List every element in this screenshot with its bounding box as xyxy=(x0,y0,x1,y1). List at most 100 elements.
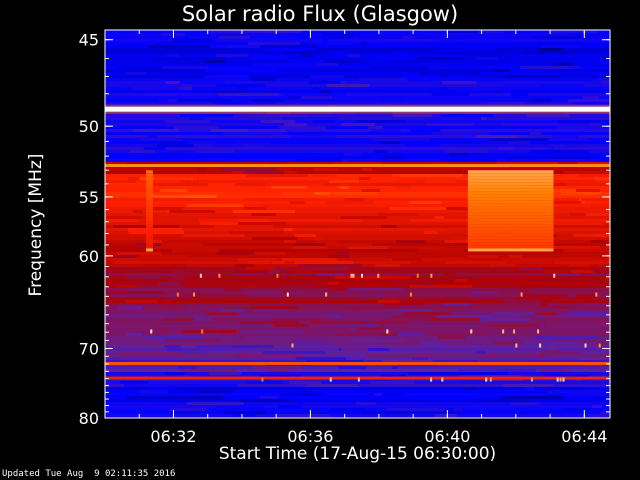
heatmap-row xyxy=(105,390,610,393)
heatmap-cell xyxy=(349,321,409,324)
heatmap-cell xyxy=(127,288,185,291)
heatmap-cell xyxy=(518,315,536,318)
heatmap-cell xyxy=(439,246,496,249)
heatmap-cell xyxy=(148,66,208,69)
heatmap-row xyxy=(105,405,610,408)
heatmap-cell xyxy=(169,210,215,213)
heatmap-cell xyxy=(164,396,224,399)
heatmap-cell xyxy=(471,303,534,306)
burst-cell xyxy=(467,218,554,222)
heatmap-cell xyxy=(497,255,510,258)
heatmap-cell xyxy=(146,207,184,210)
heatmap-cell xyxy=(272,51,285,54)
heatmap-cell xyxy=(247,42,301,45)
heatmap-cell xyxy=(297,264,362,267)
heatmap-cell xyxy=(224,411,267,414)
heatmap-cell xyxy=(412,357,428,360)
heatmap-cell xyxy=(532,189,577,192)
burst-cell xyxy=(467,239,554,243)
burst-cell xyxy=(467,179,554,183)
heatmap-row xyxy=(105,372,610,375)
heatmap-cell xyxy=(271,261,285,264)
burst-cell xyxy=(467,242,554,246)
heatmap-cell xyxy=(448,153,469,156)
heatmap-cell xyxy=(153,57,212,60)
heatmap-cell xyxy=(187,141,217,144)
heatmap-cell xyxy=(313,120,335,123)
heatmap-area xyxy=(105,30,610,418)
heatmap-cell xyxy=(418,249,465,252)
heatmap-row xyxy=(105,36,610,39)
heatmap-cell xyxy=(601,405,610,408)
heatmap-cell xyxy=(166,279,190,282)
heatmap-cell xyxy=(250,78,271,81)
heatmap-cell xyxy=(201,45,241,48)
heatmap-cell xyxy=(605,354,610,357)
heatmap-cell xyxy=(382,276,411,279)
burst-cell xyxy=(467,221,554,225)
heatmap-cell xyxy=(605,63,610,66)
heatmap-cell xyxy=(258,375,302,378)
heatmap-row xyxy=(105,318,610,321)
heatmap-cell xyxy=(507,75,561,78)
heatmap-cell xyxy=(170,276,184,279)
heatmap-cell xyxy=(552,273,581,276)
heatmap-cell xyxy=(535,336,600,339)
heatmap-row xyxy=(105,381,610,384)
heatmap-cell xyxy=(312,87,319,90)
spike-mark xyxy=(562,377,565,382)
heatmap-cell xyxy=(231,222,287,225)
burst-cell xyxy=(467,212,554,216)
spike-mark xyxy=(556,377,559,382)
burst-cell xyxy=(146,239,153,243)
heatmap-row xyxy=(105,90,610,93)
heatmap-cell xyxy=(501,123,560,126)
heatmap-cell xyxy=(401,75,440,78)
spike-mark xyxy=(539,343,542,348)
heatmap-cell xyxy=(338,366,367,369)
heatmap-row xyxy=(105,213,610,216)
heatmap-cell xyxy=(377,318,415,321)
heatmap-cell xyxy=(306,36,354,39)
heatmap-cell xyxy=(233,129,286,132)
heatmap-cell xyxy=(183,234,245,237)
heatmap-row xyxy=(105,324,610,327)
heatmap-cell xyxy=(375,264,400,267)
spike-mark xyxy=(350,273,353,278)
heatmap-cell xyxy=(360,249,393,252)
heatmap-cell xyxy=(499,132,524,135)
heatmap-cell xyxy=(327,282,343,285)
heatmap-cell xyxy=(608,117,610,120)
heatmap-cell xyxy=(370,129,402,132)
heatmap-cell xyxy=(488,375,515,378)
heatmap-row xyxy=(105,147,610,150)
heatmap-cell xyxy=(277,414,330,417)
heatmap-cell xyxy=(283,240,297,243)
heatmap-cell xyxy=(463,54,511,57)
heatmap-cell xyxy=(224,288,239,291)
heatmap-cell xyxy=(216,84,265,87)
heatmap-cell xyxy=(502,84,555,87)
heatmap-cell xyxy=(167,390,232,393)
heatmap-cell xyxy=(304,354,357,357)
heatmap-cell xyxy=(608,330,610,333)
heatmap-cell xyxy=(292,270,317,273)
heatmap-cell xyxy=(569,213,586,216)
heatmap-cell xyxy=(211,129,248,132)
heatmap-row xyxy=(105,150,610,153)
heatmap-cell xyxy=(522,342,580,345)
spike-mark xyxy=(261,377,264,382)
x-axis: 06:32 06:36 06:40 06:44 xyxy=(104,30,607,446)
heatmap-cell xyxy=(308,156,372,159)
burst-cell xyxy=(467,206,554,210)
heatmap-cell xyxy=(380,141,400,144)
heatmap-cell xyxy=(587,414,610,417)
heatmap-cell xyxy=(186,237,219,240)
heatmap-cell xyxy=(332,162,383,165)
heatmap-cell xyxy=(596,180,610,183)
heatmap-cell xyxy=(552,390,599,393)
x-axis-label: Start Time (17-Aug-15 06:30:00) xyxy=(218,444,497,464)
heatmap-cell xyxy=(406,342,413,345)
heatmap-cell xyxy=(352,93,385,96)
heatmap-cell xyxy=(128,231,185,234)
